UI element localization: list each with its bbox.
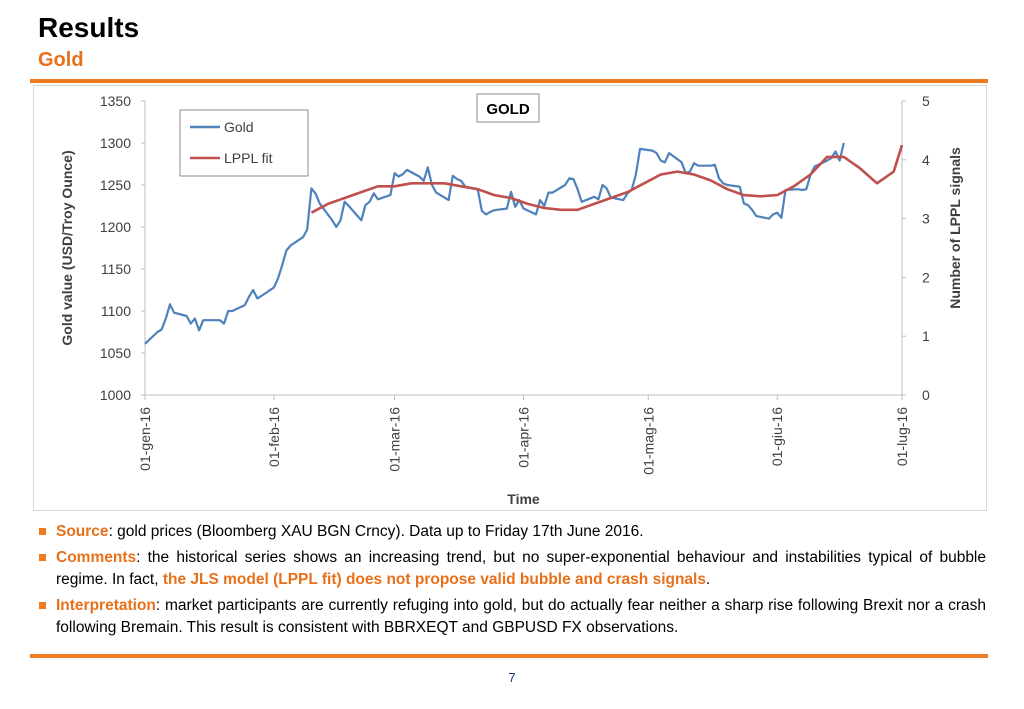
bullet-text: : the historical series shows an increas… xyxy=(56,549,986,588)
y-tick-label: 1200 xyxy=(100,219,131,235)
page-subtitle: Gold xyxy=(38,49,84,71)
bullet-lead: Source xyxy=(56,523,109,540)
bullet-source: Source: gold prices (Bloomberg XAU BGN C… xyxy=(38,521,986,543)
x-tick-label: 01-gen-16 xyxy=(137,407,153,471)
bullet-lead: Interpretation xyxy=(56,597,156,614)
page-title: Results xyxy=(38,12,140,43)
y-tick-label: 1250 xyxy=(100,177,131,193)
y-tick-label: 1350 xyxy=(100,93,131,109)
bullet-square-icon xyxy=(39,602,46,609)
bullet-lead: Comments xyxy=(56,549,137,566)
bullet-square-icon xyxy=(39,528,46,535)
bullet-comments: Comments: the historical series shows an… xyxy=(38,547,986,591)
y2-tick-label: 0 xyxy=(922,387,930,403)
bottom-divider xyxy=(30,654,988,658)
chart-legend: Gold LPPL fit xyxy=(179,109,309,177)
y2-tick-label: 4 xyxy=(922,152,930,168)
y-tick-label: 1150 xyxy=(101,261,131,277)
y2-tick-label: 2 xyxy=(922,269,930,285)
x-axis-label: Time xyxy=(507,491,540,507)
bullet-interpretation: Interpretation: market participants are … xyxy=(38,595,986,639)
x-tick-label: 01-apr-16 xyxy=(516,407,532,468)
y2-tick-label: 1 xyxy=(922,328,930,344)
chart-labels: GOLD Gold value (USD/Troy Ounce) Number of… xyxy=(59,93,963,507)
legend-label: Gold xyxy=(224,119,254,135)
bullet-text: : gold prices (Bloomberg XAU BGN Crncy).… xyxy=(108,523,644,540)
y-axis-label: Gold value (USD/Troy Ounce) xyxy=(59,150,75,345)
top-divider xyxy=(30,79,988,83)
x-tick-label: 01-lug-16 xyxy=(894,407,910,466)
legend-label: LPPL fit xyxy=(224,150,273,166)
legend-box xyxy=(179,109,309,177)
y-tick-label: 1100 xyxy=(101,303,131,319)
bullet-highlight: the JLS model (LPPL fit) does not propos… xyxy=(162,571,706,588)
y2-axis-label: Number of LPPL signals xyxy=(947,147,963,309)
y-tick-label: 1300 xyxy=(100,135,131,151)
bullet-square-icon xyxy=(39,554,46,561)
notes-list: Source: gold prices (Bloomberg XAU BGN C… xyxy=(38,521,986,643)
y-tick-label: 1000 xyxy=(100,387,131,403)
chart-title-box xyxy=(476,93,540,123)
page-number: 7 xyxy=(508,670,516,685)
x-tick-label: 01-mag-16 xyxy=(640,407,656,475)
y2-tick-label: 3 xyxy=(922,211,930,227)
x-tick-label: 01-giu-16 xyxy=(769,407,785,466)
bullet-text: : market participants are currently refu… xyxy=(56,597,986,636)
x-tick-label: 01-feb-16 xyxy=(266,407,282,467)
lppl-fit-line xyxy=(310,144,904,214)
chart-axes: 1000 1050 1100 1150 1200 1250 1300 1350 0 1 2 3 4 5 01… xyxy=(100,93,930,475)
y-tick-label: 1050 xyxy=(100,345,131,361)
y2-tick-label: 5 xyxy=(922,93,930,109)
x-tick-label: 01-mar-16 xyxy=(387,407,403,472)
chart-title: GOLD xyxy=(486,101,529,118)
gold-price-line xyxy=(144,142,845,345)
chart-series xyxy=(144,142,904,345)
gold-chart: 1000 1050 1100 1150 1200 1250 1300 1350 0 1 2 3 4 5 01… xyxy=(59,93,963,507)
bullet-text: . xyxy=(705,571,711,588)
chart-frame: 1000 1050 1100 1150 1200 1250 1300 1350 0 1 2 3 4 5 01… xyxy=(33,85,987,511)
